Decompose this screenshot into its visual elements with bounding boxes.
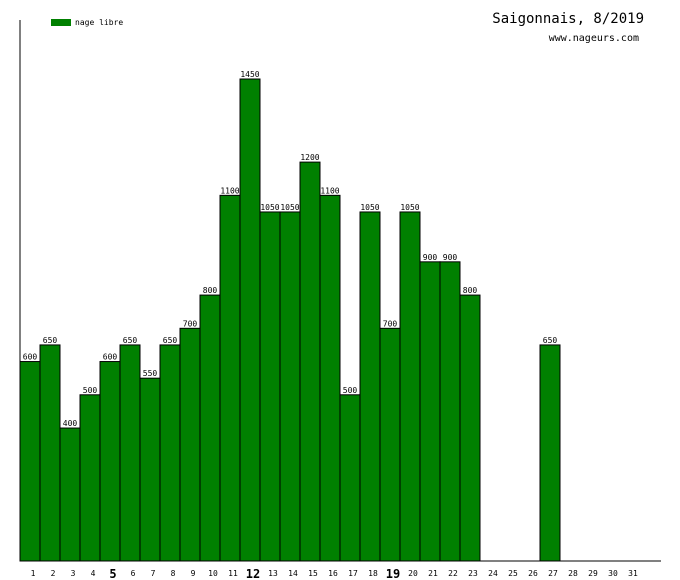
data-label-27: 650 (543, 336, 558, 345)
x-tick-label-2: 2 (51, 569, 56, 578)
bar-27 (539, 344, 561, 562)
bar-3 (59, 427, 81, 562)
data-label-22: 900 (443, 253, 458, 262)
x-tick-label-11: 11 (228, 569, 238, 578)
x-tick-label-5: 5 (109, 567, 116, 580)
x-tick-label-3: 3 (71, 569, 76, 578)
x-tick-label-27: 27 (548, 569, 558, 578)
bar-10 (199, 294, 221, 562)
x-tick-label-13: 13 (268, 569, 278, 578)
bar-14 (279, 211, 301, 562)
chart-subtitle: www.nageurs.com (549, 33, 639, 44)
bar-13 (259, 211, 281, 562)
x-tick-label-28: 28 (568, 569, 578, 578)
data-label-15: 1200 (300, 153, 319, 162)
data-label-21: 900 (423, 253, 438, 262)
bar-11 (219, 194, 241, 562)
x-tick-label-16: 16 (328, 569, 338, 578)
bar-23 (459, 294, 481, 562)
legend: nage libre (51, 18, 123, 27)
bar-7 (139, 377, 161, 562)
bar-8 (159, 344, 181, 562)
data-label-2: 650 (43, 336, 58, 345)
data-label-3: 400 (63, 419, 78, 428)
legend-label: nage libre (75, 18, 123, 27)
data-label-20: 1050 (400, 203, 419, 212)
bar-19 (379, 327, 401, 562)
x-tick-label-15: 15 (308, 569, 318, 578)
bar-2 (39, 344, 61, 562)
bar-1 (19, 361, 41, 562)
data-label-23: 800 (463, 286, 478, 295)
x-tick-label-22: 22 (448, 569, 458, 578)
bar-9 (179, 327, 201, 562)
data-label-13: 1050 (260, 203, 279, 212)
chart-title: Saigonnais, 8/2019 (492, 11, 644, 27)
x-tick-label-8: 8 (171, 569, 176, 578)
bars-layer (19, 78, 561, 562)
data-label-17: 500 (343, 386, 358, 395)
x-tick-label-29: 29 (588, 569, 598, 578)
x-tick-label-17: 17 (348, 569, 358, 578)
bar-4 (79, 394, 101, 562)
data-label-11: 1100 (220, 186, 239, 195)
x-tick-label-25: 25 (508, 569, 518, 578)
bar-20 (399, 211, 421, 562)
x-tick-label-30: 30 (608, 569, 618, 578)
x-tick-label-26: 26 (528, 569, 538, 578)
x-tick-label-21: 21 (428, 569, 438, 578)
data-label-10: 800 (203, 286, 218, 295)
data-label-4: 500 (83, 386, 98, 395)
x-tick-label-7: 7 (151, 569, 156, 578)
data-label-9: 700 (183, 319, 198, 328)
bar-18 (359, 211, 381, 562)
x-tick-label-18: 18 (368, 569, 378, 578)
bar-5 (99, 361, 121, 562)
x-tick-label-10: 10 (208, 569, 218, 578)
bar-17 (339, 394, 361, 562)
x-tick-label-19: 19 (386, 567, 400, 580)
bar-21 (419, 261, 441, 562)
x-tick-label-14: 14 (288, 569, 298, 578)
data-label-1: 600 (23, 353, 38, 362)
x-tick-label-24: 24 (488, 569, 498, 578)
x-tick-label-6: 6 (131, 569, 136, 578)
bar-22 (439, 261, 461, 562)
bar-16 (319, 194, 341, 562)
bar-6 (119, 344, 141, 562)
data-label-5: 600 (103, 353, 118, 362)
x-tick-label-1: 1 (31, 569, 36, 578)
data-label-7: 550 (143, 369, 158, 378)
x-tick-label-20: 20 (408, 569, 418, 578)
x-tick-label-4: 4 (91, 569, 96, 578)
data-label-18: 1050 (360, 203, 379, 212)
data-label-12: 1450 (240, 70, 259, 79)
x-tick-labels-layer: 1 2 3 4 5 6 7 8 9 10 11 12 13 14 15 16 17 18 19 20 21 22 23 24 2… (31, 567, 638, 580)
x-tick-label-9: 9 (191, 569, 196, 578)
x-tick-label-12: 12 (246, 567, 260, 580)
x-tick-label-31: 31 (628, 569, 638, 578)
data-label-8: 650 (163, 336, 178, 345)
data-labels-layer: 600 650 400 500 600 650 550 650 700 800 1100 1450 10… (23, 70, 558, 428)
data-label-6: 650 (123, 336, 138, 345)
data-label-16: 1100 (320, 186, 339, 195)
data-label-19: 700 (383, 319, 398, 328)
x-tick-label-23: 23 (468, 569, 478, 578)
data-label-14: 1050 (280, 203, 299, 212)
bar-15 (299, 161, 321, 562)
bar-12 (239, 78, 261, 562)
legend-swatch (51, 19, 71, 26)
